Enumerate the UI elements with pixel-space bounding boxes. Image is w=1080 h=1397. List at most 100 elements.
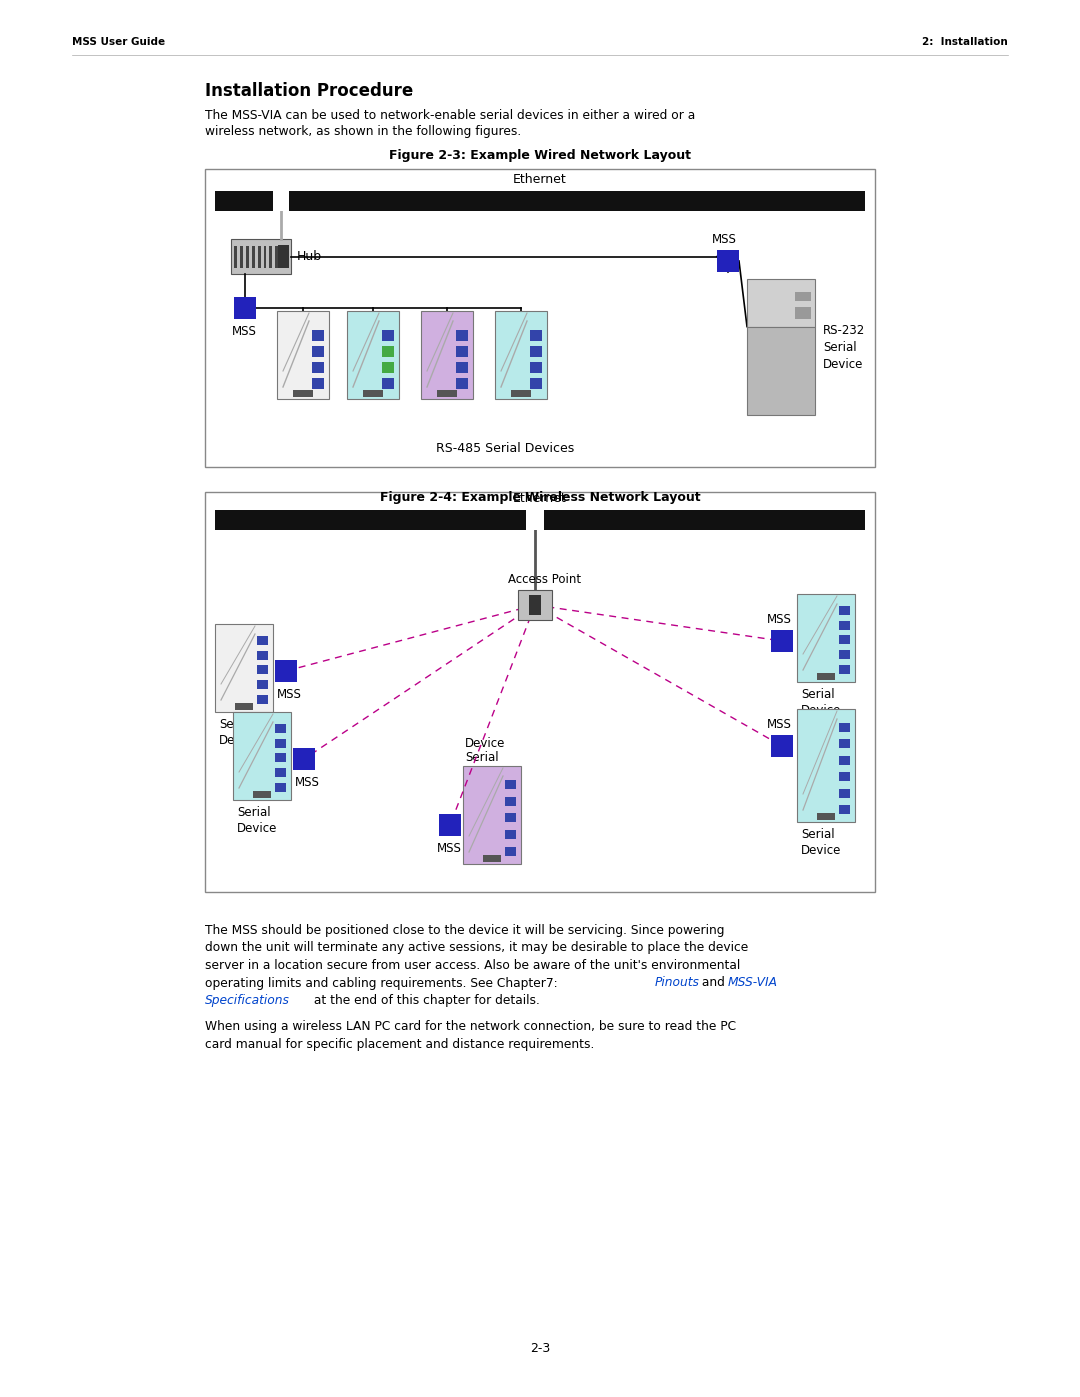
- Text: The MSS should be positioned close to the device it will be servicing. Since pow: The MSS should be positioned close to th…: [205, 923, 725, 937]
- Bar: [382, 330, 394, 341]
- Bar: [312, 330, 324, 341]
- Bar: [347, 312, 399, 400]
- Bar: [264, 246, 267, 268]
- Bar: [795, 292, 811, 300]
- Bar: [252, 246, 255, 268]
- Bar: [530, 379, 542, 388]
- Bar: [258, 246, 260, 268]
- Text: operating limits and cabling requirements. See Chapter7:: operating limits and cabling requirement…: [205, 977, 557, 989]
- Text: MSS: MSS: [232, 326, 257, 338]
- Bar: [437, 390, 457, 397]
- Text: Figure 2-3: Example Wired Network Layout: Figure 2-3: Example Wired Network Layout: [389, 149, 691, 162]
- Bar: [717, 250, 739, 272]
- Bar: [233, 712, 291, 800]
- Bar: [505, 796, 516, 806]
- Bar: [257, 636, 268, 645]
- Bar: [275, 246, 278, 268]
- Text: When using a wireless LAN PC card for the network connection, be sure to read th: When using a wireless LAN PC card for th…: [205, 1020, 737, 1034]
- Bar: [275, 753, 286, 763]
- Bar: [273, 191, 289, 211]
- Bar: [495, 312, 546, 400]
- Text: MSS: MSS: [276, 687, 302, 701]
- Bar: [839, 756, 850, 764]
- Bar: [839, 665, 850, 673]
- Text: Device: Device: [219, 733, 259, 747]
- Bar: [747, 327, 815, 415]
- Bar: [257, 680, 268, 689]
- Bar: [234, 298, 256, 319]
- Text: MSS: MSS: [295, 775, 320, 789]
- Text: MSS: MSS: [437, 842, 462, 855]
- Text: Serial: Serial: [801, 828, 835, 841]
- Text: RS-232
Serial
Device: RS-232 Serial Device: [823, 324, 865, 370]
- Bar: [275, 659, 297, 682]
- Bar: [505, 780, 516, 789]
- Text: Device: Device: [465, 738, 505, 750]
- Bar: [839, 788, 850, 798]
- Bar: [771, 630, 793, 652]
- Bar: [382, 362, 394, 373]
- Bar: [275, 739, 286, 747]
- Bar: [839, 620, 850, 630]
- Text: and: and: [698, 977, 729, 989]
- Text: MSS: MSS: [767, 613, 792, 626]
- Bar: [839, 773, 850, 781]
- Bar: [839, 650, 850, 659]
- Bar: [483, 855, 501, 862]
- Text: Serial: Serial: [465, 752, 499, 764]
- Bar: [505, 813, 516, 823]
- Bar: [463, 766, 521, 863]
- Bar: [275, 768, 286, 777]
- Bar: [747, 279, 815, 327]
- Bar: [456, 362, 468, 373]
- Bar: [253, 791, 271, 798]
- Text: Installation Procedure: Installation Procedure: [205, 82, 414, 101]
- Bar: [816, 813, 835, 820]
- Text: The MSS-VIA can be used to network-enable serial devices in either a wired or a: The MSS-VIA can be used to network-enabl…: [205, 109, 696, 122]
- Text: card manual for specific placement and distance requirements.: card manual for specific placement and d…: [205, 1038, 594, 1051]
- Bar: [278, 244, 289, 268]
- Text: Device: Device: [801, 704, 841, 717]
- Bar: [456, 346, 468, 358]
- Bar: [363, 390, 383, 397]
- Bar: [293, 747, 315, 770]
- Bar: [518, 590, 552, 620]
- Bar: [795, 307, 811, 319]
- Bar: [816, 673, 835, 680]
- Bar: [312, 346, 324, 358]
- Bar: [205, 492, 875, 893]
- Bar: [839, 636, 850, 644]
- Bar: [312, 362, 324, 373]
- Bar: [530, 346, 542, 358]
- Bar: [293, 390, 313, 397]
- Bar: [231, 239, 291, 274]
- Bar: [235, 703, 253, 710]
- Text: Device: Device: [237, 821, 278, 835]
- Text: Serial: Serial: [237, 806, 271, 819]
- Bar: [234, 246, 238, 268]
- Bar: [269, 246, 272, 268]
- Bar: [275, 724, 286, 733]
- Text: 2:  Installation: 2: Installation: [922, 36, 1008, 47]
- Text: 2-3: 2-3: [530, 1343, 550, 1355]
- Text: server in a location secure from user access. Also be aware of the unit's enviro: server in a location secure from user ac…: [205, 958, 740, 972]
- Text: RS-485 Serial Devices: RS-485 Serial Devices: [436, 441, 575, 455]
- Text: wireless network, as shown in the following figures.: wireless network, as shown in the follow…: [205, 124, 522, 138]
- Bar: [276, 312, 329, 400]
- Bar: [529, 595, 541, 615]
- Bar: [421, 312, 473, 400]
- Text: Pinouts: Pinouts: [654, 977, 700, 989]
- Bar: [530, 362, 542, 373]
- Text: Specifications: Specifications: [205, 995, 289, 1007]
- Text: Serial: Serial: [801, 687, 835, 701]
- Bar: [438, 814, 461, 835]
- Bar: [257, 665, 268, 675]
- Text: at the end of this chapter for details.: at the end of this chapter for details.: [310, 995, 540, 1007]
- Bar: [839, 739, 850, 747]
- Text: MSS-VIA: MSS-VIA: [728, 977, 778, 989]
- Bar: [215, 624, 273, 712]
- Bar: [526, 510, 544, 529]
- Text: MSS User Guide: MSS User Guide: [72, 36, 165, 47]
- Text: MSS: MSS: [767, 718, 792, 731]
- Bar: [240, 246, 243, 268]
